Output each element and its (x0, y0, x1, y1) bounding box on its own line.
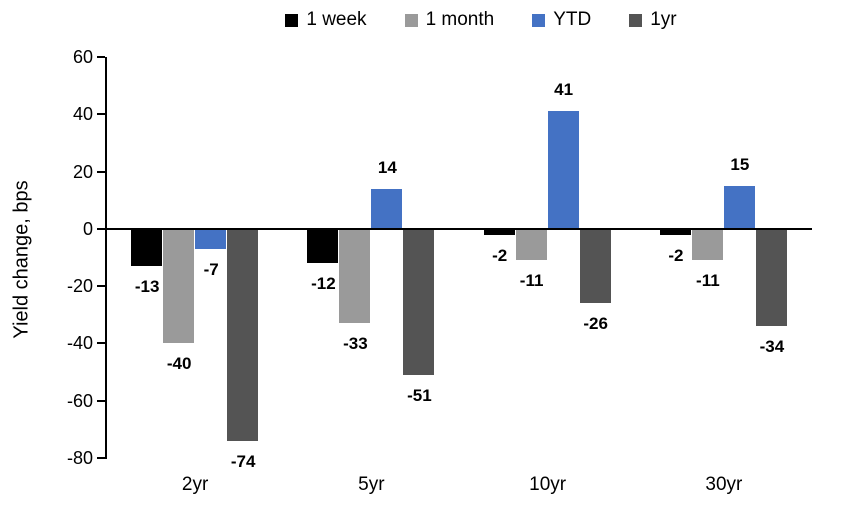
y-tick-mark (97, 457, 105, 459)
y-tick-mark (97, 170, 105, 173)
y-tick-mark (97, 399, 105, 402)
bar-value-label: 15 (730, 154, 750, 174)
legend-item-1-week: 1 week (285, 9, 367, 31)
bar-ytd-30yr (723, 185, 755, 229)
chart-legend: 1 week 1 month YTD 1yr (110, 9, 852, 31)
y-tick-mark (97, 56, 105, 58)
y-tick-mark (97, 342, 105, 345)
bar-1-month-2yr (163, 228, 195, 344)
bar-ytd-5yr (371, 188, 403, 229)
bar-1yr-2yr (227, 228, 259, 441)
bar-ytd-2yr (195, 228, 227, 249)
x-axis-label-10yr: 10yr (529, 474, 567, 495)
bar-value-label: -7 (203, 259, 219, 279)
y-tick-mark (97, 285, 105, 288)
bar-ytd-10yr (547, 111, 579, 229)
legend-item-1yr: 1yr (629, 9, 677, 31)
bar-value-label: 14 (377, 157, 397, 177)
legend-label: 1yr (650, 9, 677, 30)
bar-value-label: -74 (230, 451, 256, 471)
bar-value-label: -2 (492, 245, 508, 265)
legend-swatch-icon (629, 13, 643, 27)
bar-value-label: -26 (583, 314, 608, 334)
x-axis-label-2yr: 2yr (181, 474, 209, 495)
bar-1-week-30yr (659, 228, 691, 235)
bar-value-label: -33 (343, 334, 368, 354)
bar-1-month-10yr (515, 228, 547, 261)
y-tick-label: 20 (72, 161, 93, 182)
zero-axis-line (105, 227, 812, 230)
y-tick-label: 60 (72, 47, 93, 67)
y-tick-label: -80 (66, 448, 93, 468)
bar-1yr-5yr (403, 228, 435, 375)
y-tick-label: -60 (66, 390, 93, 411)
x-axis-label-5yr: 5yr (358, 474, 385, 495)
bar-value-label: -11 (696, 271, 720, 291)
legend-swatch-icon (404, 13, 418, 27)
y-tick-label: -20 (66, 276, 93, 297)
y-tick-label: 40 (72, 104, 93, 125)
x-axis-label-30yr: 30yr (705, 474, 743, 495)
y-axis-line (105, 57, 107, 459)
bar-1-month-5yr (339, 228, 371, 324)
bar-1yr-30yr (755, 228, 787, 327)
bar-value-label: -40 (166, 354, 192, 374)
y-tick-label: -40 (66, 333, 93, 354)
bar-1-month-30yr (691, 228, 723, 261)
bar-value-label: -2 (668, 245, 684, 265)
bar-value-label: -11 (519, 271, 544, 291)
y-tick-mark (97, 113, 105, 116)
y-tick-mark (97, 227, 105, 230)
bar-value-label: -12 (311, 274, 336, 294)
y-tick-label: 0 (82, 218, 93, 239)
legend-label: 1 month (425, 9, 495, 30)
legend-label: 1 week (306, 9, 367, 30)
y-axis-title: Yield change, bps (10, 180, 33, 339)
bar-1-week-10yr (483, 228, 515, 235)
bar-value-label: -34 (759, 337, 785, 357)
legend-label: YTD (553, 9, 592, 30)
legend-swatch-icon (285, 13, 299, 27)
legend-item-1-month: 1 month (404, 9, 495, 31)
legend-swatch-icon (532, 13, 546, 27)
bar-1-week-5yr (307, 228, 339, 264)
bar-value-label: -51 (407, 385, 432, 405)
bar-1-week-2yr (131, 228, 163, 267)
bar-value-label: 41 (554, 80, 574, 100)
legend-item-ytd: YTD (532, 9, 591, 31)
bar-value-label: -13 (134, 277, 160, 297)
bar-1yr-10yr (579, 228, 611, 304)
